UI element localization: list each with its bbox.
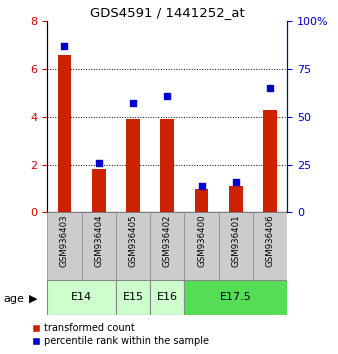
Bar <box>47 280 116 315</box>
Bar <box>263 110 277 212</box>
Bar <box>81 212 116 280</box>
Bar <box>150 280 185 315</box>
Text: E14: E14 <box>71 292 92 302</box>
Text: E16: E16 <box>157 292 178 302</box>
Bar <box>57 55 71 212</box>
Text: GSM936400: GSM936400 <box>197 215 206 267</box>
Text: E15: E15 <box>123 292 144 302</box>
Bar <box>150 212 185 280</box>
Bar <box>47 212 81 280</box>
Point <box>199 183 204 188</box>
Text: GSM936405: GSM936405 <box>128 215 138 267</box>
Bar <box>219 212 253 280</box>
Point <box>96 160 101 166</box>
Bar <box>126 119 140 212</box>
Text: E17.5: E17.5 <box>220 292 252 302</box>
Point <box>267 85 273 91</box>
Bar <box>116 212 150 280</box>
Point <box>62 43 67 49</box>
Text: ▶: ▶ <box>29 294 37 304</box>
Bar <box>185 212 219 280</box>
Point <box>130 101 136 106</box>
Text: age: age <box>3 294 24 304</box>
Bar <box>161 119 174 212</box>
Bar <box>229 186 243 212</box>
Text: GSM936404: GSM936404 <box>94 215 103 267</box>
Bar <box>92 170 105 212</box>
Bar <box>195 188 209 212</box>
Legend: transformed count, percentile rank within the sample: transformed count, percentile rank withi… <box>32 324 209 346</box>
Text: GSM936403: GSM936403 <box>60 215 69 267</box>
Point <box>233 179 239 185</box>
Bar <box>185 280 287 315</box>
Point <box>165 93 170 99</box>
Text: GSM936402: GSM936402 <box>163 215 172 267</box>
Text: GSM936401: GSM936401 <box>232 215 240 267</box>
Bar <box>116 280 150 315</box>
Text: GSM936406: GSM936406 <box>266 215 275 267</box>
Bar <box>253 212 287 280</box>
Title: GDS4591 / 1441252_at: GDS4591 / 1441252_at <box>90 6 245 19</box>
